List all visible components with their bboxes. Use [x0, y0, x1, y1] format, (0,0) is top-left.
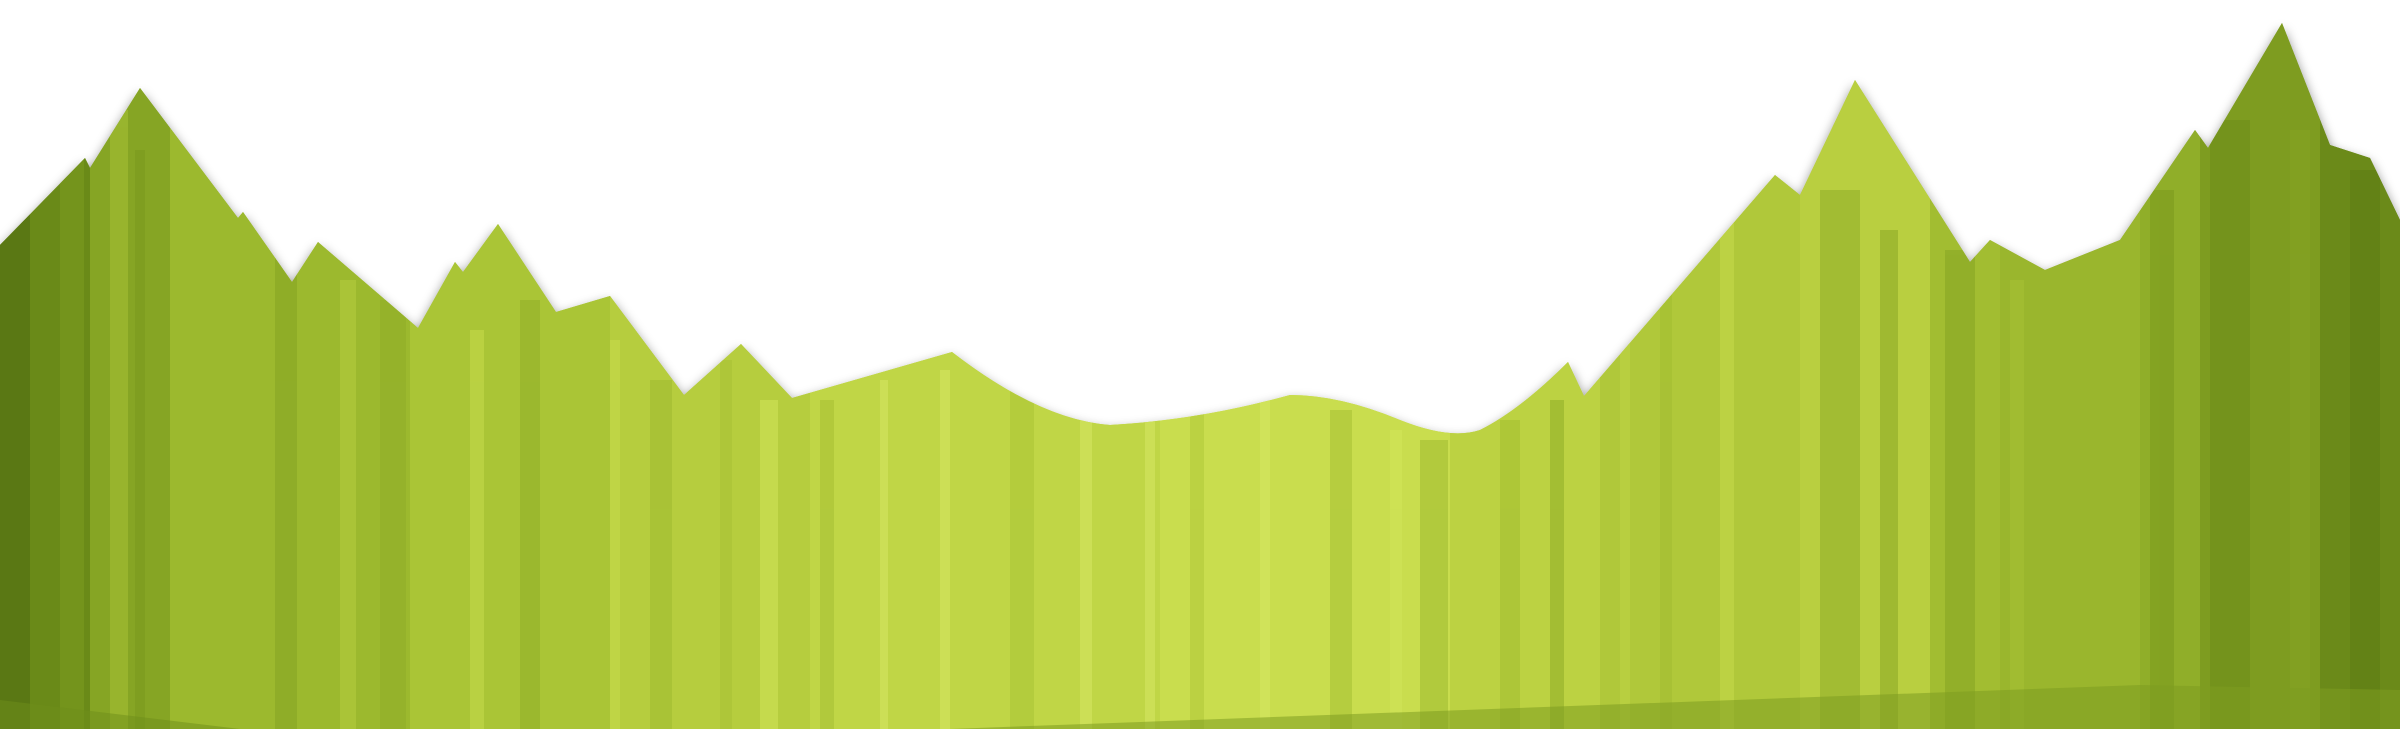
tree-texture	[60, 110, 2380, 729]
ground-shadow	[950, 685, 2400, 729]
